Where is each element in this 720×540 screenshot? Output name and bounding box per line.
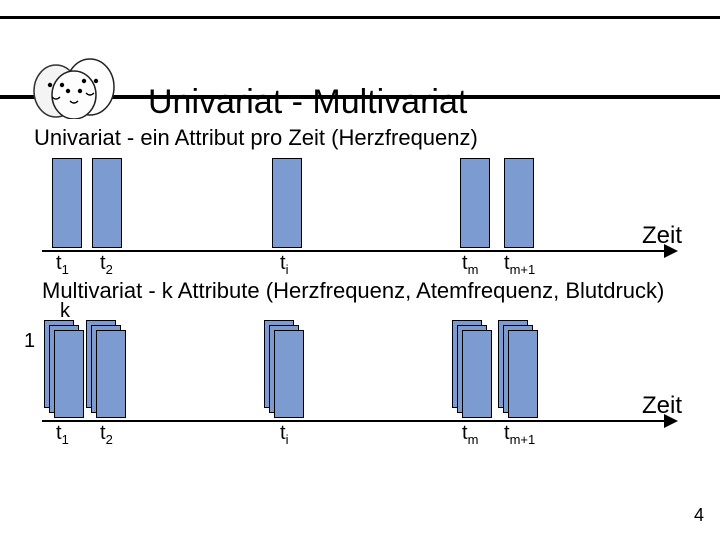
page-number: 4 xyxy=(694,505,704,526)
tick-tm-sub: m xyxy=(468,262,479,277)
tick-tm: tm xyxy=(462,252,478,277)
subtitle-univariat: Univariat - ein Attribut pro Zeit (Herzf… xyxy=(34,125,478,151)
tick-t1-sub: 1 xyxy=(62,262,69,277)
multi-stack-ti xyxy=(264,320,304,416)
tick-ti-sub: i xyxy=(286,262,289,277)
uni-bar-tm xyxy=(460,158,490,248)
tick2-t2: t2 xyxy=(100,422,113,447)
multi-bar xyxy=(508,330,538,418)
tick2-t1-sub: 1 xyxy=(62,432,69,447)
uni-bar-t2 xyxy=(92,158,122,248)
multi-stack-tmp1 xyxy=(498,320,538,416)
subtitle-multivariat: Multivariat - k Attribute (Herzfrequenz,… xyxy=(42,278,664,304)
tick2-t2-sub: 2 xyxy=(106,432,113,447)
uni-bar-t1 xyxy=(52,158,82,248)
uni-bar-tmp1 xyxy=(504,158,534,248)
eggs-icon xyxy=(26,47,126,119)
tick2-tmp1-sub: m+1 xyxy=(510,432,536,447)
multi-bar xyxy=(274,330,304,418)
logo-eggs xyxy=(26,47,126,119)
tick2-ti-sub: i xyxy=(286,432,289,447)
tick2-ti: ti xyxy=(280,422,288,447)
multi-bar xyxy=(54,330,84,418)
tick2-tm: tm xyxy=(462,422,478,447)
axis-univariat xyxy=(42,250,666,252)
multi-stack-t1 xyxy=(44,320,84,416)
uni-bar-ti xyxy=(272,158,302,248)
tick-tmp1-sub: m+1 xyxy=(510,262,536,277)
multi-stack-tm xyxy=(452,320,492,416)
axis-label-univariat: Zeit xyxy=(642,222,682,250)
page-title: Univariat - Multivariat xyxy=(148,83,467,122)
title-band: Univariat - Multivariat xyxy=(0,19,720,99)
tick2-t1: t1 xyxy=(56,422,69,447)
tick-tmp1: tm+1 xyxy=(504,252,535,277)
multi-bar xyxy=(462,330,492,418)
tick2-tm-sub: m xyxy=(468,432,479,447)
axis-multivariat xyxy=(42,420,666,422)
one-label: 1 xyxy=(24,330,35,353)
tick-t1: t1 xyxy=(56,252,69,277)
tick-t2: t2 xyxy=(100,252,113,277)
axis-label-multivariat: Zeit xyxy=(642,392,682,420)
multi-stack-t2 xyxy=(86,320,126,416)
multi-bar xyxy=(96,330,126,418)
tick-ti: ti xyxy=(280,252,288,277)
slide-page: Univariat - Multivariat Univariat - ein … xyxy=(0,0,720,540)
tick2-tmp1: tm+1 xyxy=(504,422,535,447)
tick-t2-sub: 2 xyxy=(106,262,113,277)
